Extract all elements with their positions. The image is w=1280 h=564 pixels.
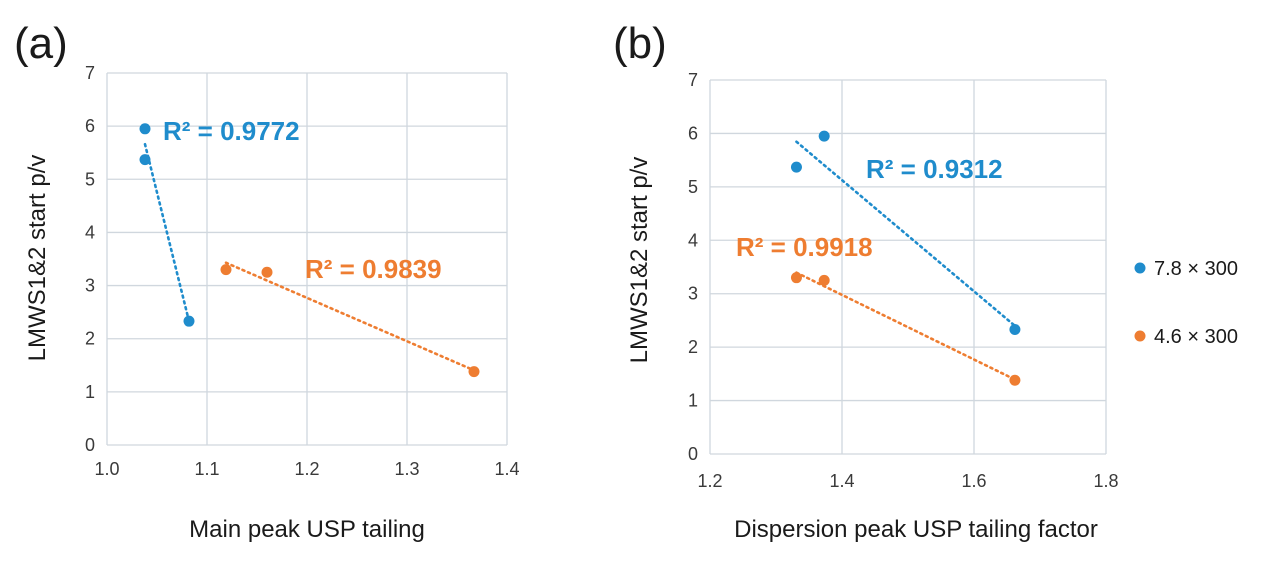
data-point — [220, 264, 232, 276]
r-squared-label: R² = 0.9839 — [305, 254, 442, 284]
x-tick-label: 1.8 — [1093, 471, 1118, 491]
x-tick-label: 1.0 — [94, 459, 119, 479]
data-point — [790, 272, 802, 284]
y-tick-label: 4 — [688, 230, 698, 250]
r-squared-label: R² = 0.9312 — [866, 154, 1003, 184]
y-tick-label: 4 — [85, 222, 95, 242]
data-point — [790, 161, 802, 173]
y-tick-label: 0 — [85, 435, 95, 455]
panel-label: (a) — [14, 19, 68, 68]
r-squared-label: R² = 0.9772 — [163, 116, 300, 146]
x-tick-label: 1.3 — [394, 459, 419, 479]
x-tick-label: 1.6 — [961, 471, 986, 491]
x-tick-label: 1.2 — [294, 459, 319, 479]
y-tick-label: 1 — [85, 382, 95, 402]
x-tick-label: 1.1 — [194, 459, 219, 479]
trendline — [795, 271, 1017, 381]
legend-marker — [1134, 262, 1146, 274]
y-tick-label: 5 — [85, 169, 95, 189]
y-tick-label: 7 — [688, 70, 698, 90]
trendline — [795, 140, 1017, 328]
y-tick-label: 0 — [688, 444, 698, 464]
trendline — [143, 142, 191, 323]
y-tick-label: 5 — [688, 177, 698, 197]
data-point — [468, 366, 480, 378]
x-tick-label: 1.4 — [494, 459, 519, 479]
data-point — [139, 123, 151, 135]
x-tick-label: 1.4 — [829, 471, 854, 491]
legend-marker — [1134, 330, 1146, 342]
trendline — [224, 261, 476, 372]
data-point — [1009, 374, 1021, 386]
legend-label: 7.8 × 300 — [1154, 258, 1238, 280]
panel-label: (b) — [613, 19, 667, 68]
x-axis-title: Main peak USP tailing — [189, 516, 425, 543]
data-point — [139, 154, 151, 166]
data-point — [818, 130, 830, 142]
y-tick-label: 2 — [85, 329, 95, 349]
data-point — [183, 315, 195, 327]
data-point — [818, 274, 830, 286]
y-tick-label: 6 — [85, 116, 95, 136]
y-axis-title: LMWS1&2 start p/v — [24, 155, 51, 362]
x-axis-title: Dispersion peak USP tailing factor — [734, 516, 1098, 543]
data-point — [1009, 324, 1021, 336]
x-tick-label: 1.2 — [697, 471, 722, 491]
y-tick-label: 3 — [688, 284, 698, 304]
data-point — [261, 266, 273, 278]
y-tick-label: 1 — [688, 391, 698, 411]
y-tick-label: 2 — [688, 337, 698, 357]
y-tick-label: 6 — [688, 123, 698, 143]
y-axis-title: LMWS1&2 start p/v — [626, 157, 653, 364]
y-tick-label: 7 — [85, 63, 95, 83]
r-squared-label: R² = 0.9918 — [736, 232, 873, 262]
legend-label: 4.6 × 300 — [1154, 326, 1238, 348]
y-tick-label: 3 — [85, 276, 95, 296]
